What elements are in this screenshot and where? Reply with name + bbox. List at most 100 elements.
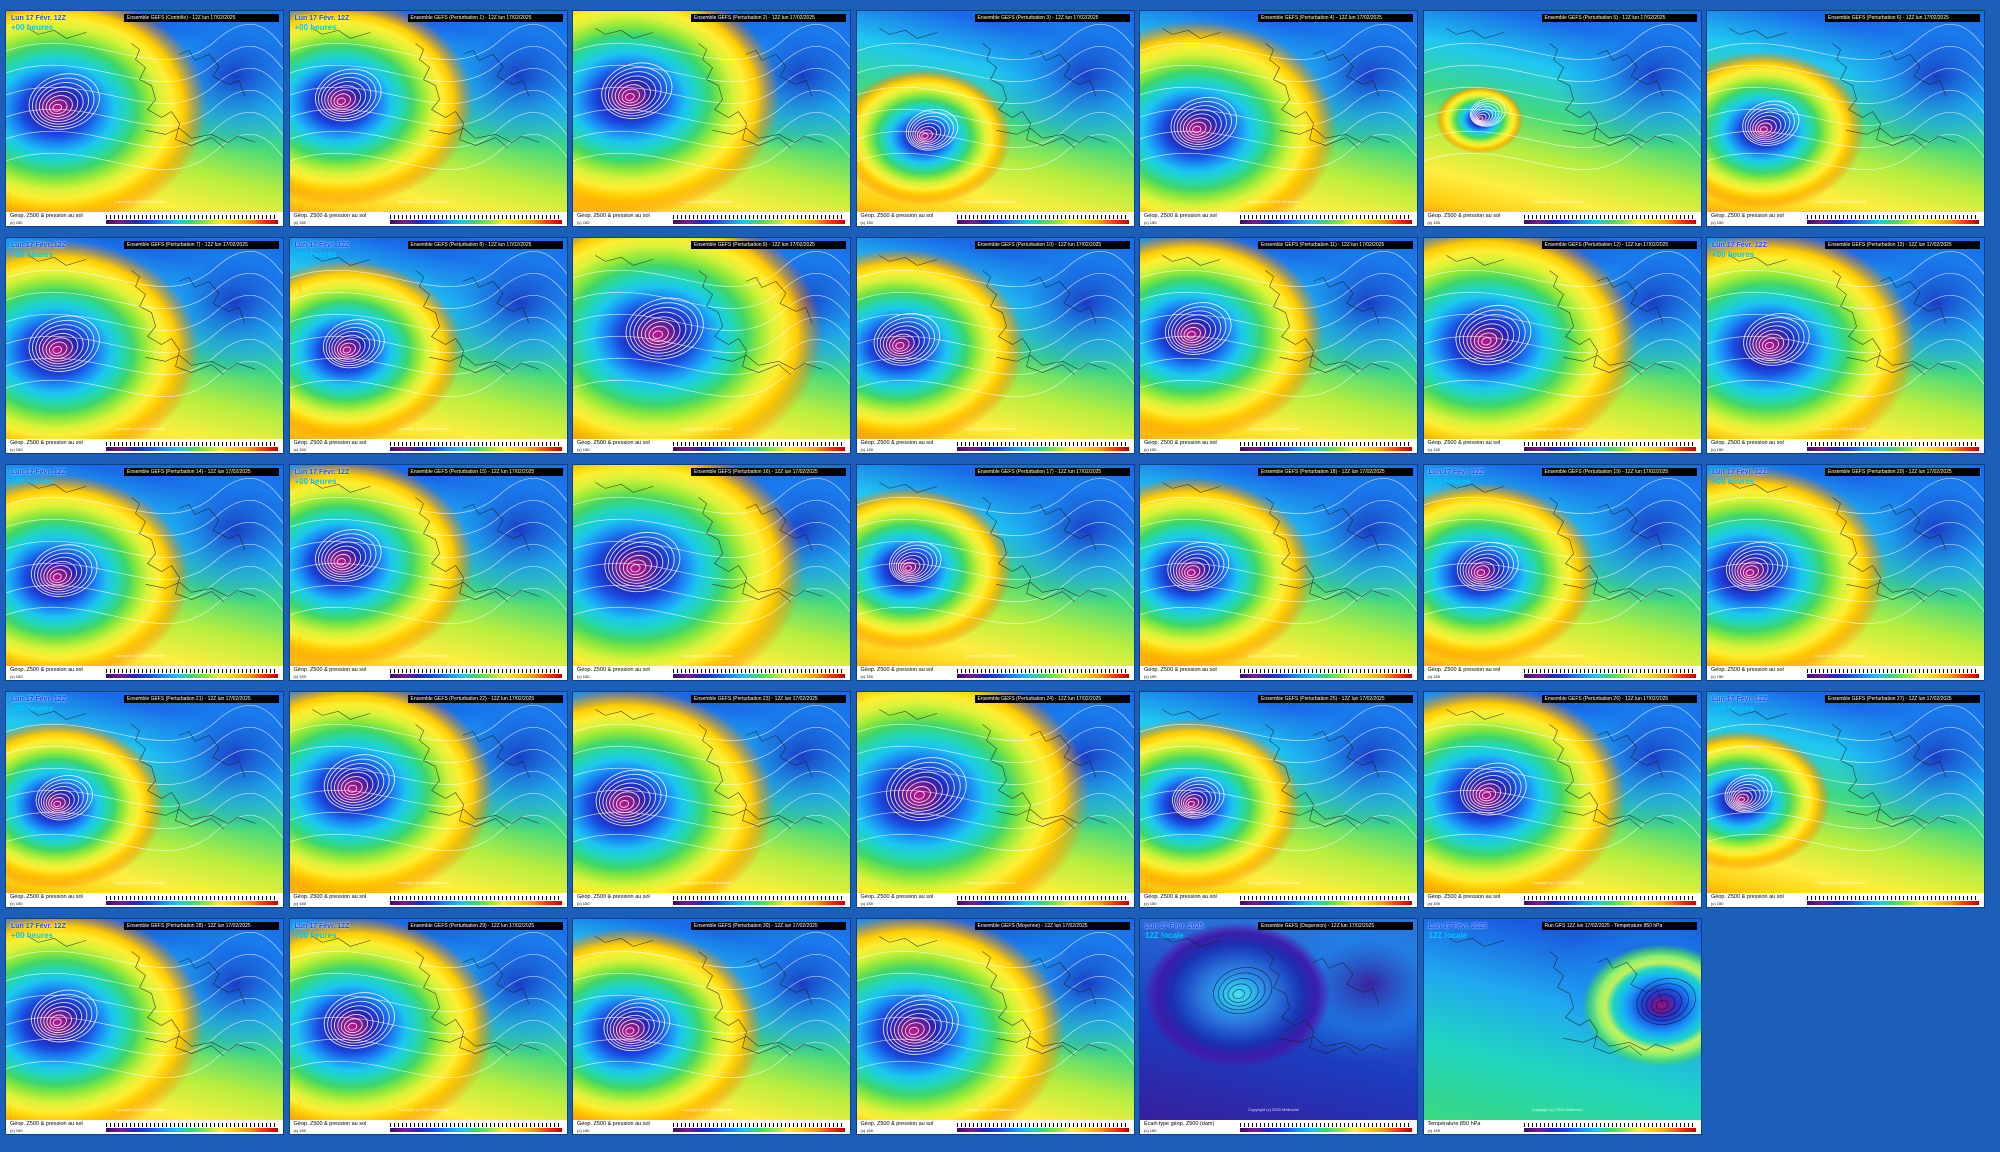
color-scale-bar bbox=[106, 220, 278, 224]
panel-lead-time: +00 heures bbox=[1428, 477, 1471, 486]
panel-header: Ensemble GEFS (Perturbation 14) - 12Z lu… bbox=[124, 468, 279, 476]
map-panel[interactable]: Ensemble GEFS (Perturbation 22) - 12Z lu… bbox=[288, 691, 568, 908]
map-panel[interactable]: Ensemble GEFS (Perturbation 30) - 12Z lu… bbox=[572, 918, 851, 1135]
isoline bbox=[889, 761, 961, 818]
map-panel[interactable]: Ensemble GEFS (Perturbation 2) - 12Z lun… bbox=[572, 10, 851, 227]
forecast-map bbox=[289, 465, 567, 680]
map-panel[interactable]: Ensemble GEFS (Contrôle) - 12Z lun 17/02… bbox=[5, 10, 284, 227]
isoline bbox=[333, 93, 351, 108]
isoline bbox=[882, 325, 925, 359]
map-panel[interactable]: Ensemble GEFS (Perturbation 3) - 12Z lun… bbox=[855, 10, 1135, 227]
map-panel[interactable]: Ensemble GEFS (Perturbation 27) - 12Z lu… bbox=[1706, 691, 1985, 908]
map-panel[interactable]: Ensemble GEFS (Perturbation 6) - 12Z lun… bbox=[1706, 10, 1985, 227]
isoline bbox=[894, 341, 904, 350]
map-panel[interactable]: Ensemble GEFS (Dispersion) - 12Z lun 17/… bbox=[1139, 918, 1418, 1135]
isoline bbox=[40, 782, 84, 817]
map-panel[interactable]: Ensemble GEFS (Perturbation 4) - 12Z lun… bbox=[1139, 10, 1418, 227]
color-scale-bar bbox=[673, 447, 845, 451]
isoline bbox=[885, 329, 920, 357]
map-panel[interactable]: Ensemble GEFS (Perturbation 23) - 12Z lu… bbox=[572, 691, 851, 908]
map-panel[interactable]: Ensemble GEFS (Perturbation 8) - 12Z lun… bbox=[288, 237, 568, 454]
geopotential-line bbox=[1707, 544, 1984, 580]
geopotential-line bbox=[573, 954, 850, 990]
geopotential-line bbox=[6, 478, 283, 514]
map-panel[interactable]: Ensemble GEFS (Perturbation 1) - 12Z lun… bbox=[288, 10, 568, 227]
map-panel[interactable]: Ensemble GEFS (Perturbation 28) - 12Z lu… bbox=[5, 918, 284, 1135]
geopotential-line bbox=[573, 500, 850, 536]
footer-unit: (c) 150 bbox=[293, 447, 306, 452]
footer-unit: (c) 150 bbox=[860, 220, 873, 225]
panel-header: Ensemble GEFS (Perturbation 25) - 12Z lu… bbox=[1258, 695, 1413, 703]
coastline bbox=[1162, 936, 1390, 1056]
map-panel[interactable]: Ensemble GEFS (Perturbation 21) - 12Z lu… bbox=[5, 691, 284, 908]
isoline bbox=[1459, 762, 1527, 816]
coastline bbox=[1445, 28, 1674, 148]
geopotential-line bbox=[1707, 317, 1984, 353]
footer-label: Géop. Z500 & pression au sol bbox=[1427, 894, 1501, 900]
geopotential-line bbox=[6, 295, 283, 331]
map-panel[interactable]: Ensemble GEFS (Perturbation 29) - 12Z lu… bbox=[288, 918, 568, 1135]
isoline bbox=[1746, 317, 1805, 364]
geopotential-line bbox=[289, 976, 567, 1012]
map-panel[interactable]: Ensemble GEFS (Perturbation 10) - 12Z lu… bbox=[855, 237, 1135, 454]
isoline bbox=[46, 565, 72, 586]
isoline bbox=[52, 346, 63, 354]
geopotential-line bbox=[6, 1020, 283, 1056]
footer-label: Géop. Z500 & pression au sol bbox=[293, 894, 367, 900]
forecast-map bbox=[1707, 692, 1984, 907]
map-panel[interactable]: Ensemble GEFS (Perturbation 18) - 12Z lu… bbox=[1139, 464, 1418, 681]
map-panel[interactable]: Ensemble GEFS (Perturbation 5) - 12Z lun… bbox=[1422, 10, 1702, 227]
coastline bbox=[311, 482, 540, 602]
geopotential-line bbox=[1423, 339, 1701, 375]
map-panel[interactable]: Ensemble GEFS (Perturbation 15) - 12Z lu… bbox=[288, 464, 568, 681]
panel-footer: Géop. Z500 & pression au sol (c) 150 bbox=[1140, 212, 1417, 226]
panel-lead-time: 12Z locale bbox=[1145, 931, 1184, 940]
geopotential-line bbox=[289, 771, 567, 807]
footer-unit: (c) 150 bbox=[1711, 901, 1724, 906]
map-panel[interactable]: Ensemble GEFS (Perturbation 17) - 12Z lu… bbox=[855, 464, 1135, 681]
geopotential-line bbox=[573, 522, 850, 558]
map-panel[interactable]: Run GFS 12Z lun 17/02/2025 - Température… bbox=[1422, 918, 1702, 1135]
map-panel[interactable]: Ensemble GEFS (Perturbation 11) - 12Z lu… bbox=[1139, 237, 1418, 454]
color-scale-bar bbox=[956, 220, 1129, 224]
map-panel[interactable]: Ensemble GEFS (Perturbation 24) - 12Z lu… bbox=[855, 691, 1135, 908]
map-panel[interactable]: Ensemble GEFS (Perturbation 25) - 12Z lu… bbox=[1139, 691, 1418, 908]
scale-ticks bbox=[1523, 1123, 1696, 1127]
isoline bbox=[326, 85, 361, 112]
isoline bbox=[619, 800, 630, 808]
isoline bbox=[913, 790, 925, 800]
isoline bbox=[1736, 793, 1749, 804]
panel-header: Ensemble GEFS (Perturbation 30) - 12Z lu… bbox=[691, 922, 846, 930]
low-pressure-shading bbox=[1707, 465, 1984, 680]
scale-ticks bbox=[1523, 669, 1696, 673]
map-panel[interactable]: Ensemble GEFS (Perturbation 19) - 12Z lu… bbox=[1422, 464, 1702, 681]
map-panel[interactable]: Ensemble GEFS (Moyenne) - 12Z lun 17/02/… bbox=[855, 918, 1135, 1135]
geopotential-line bbox=[289, 112, 567, 148]
geopotential-line bbox=[1423, 500, 1701, 536]
coastline bbox=[28, 255, 256, 375]
panel-footer: Géop. Z500 & pression au sol (c) 150 bbox=[1140, 439, 1417, 453]
isoline bbox=[1465, 770, 1516, 811]
geopotential-line bbox=[856, 273, 1134, 309]
map-panel[interactable]: Ensemble GEFS (Perturbation 14) - 12Z lu… bbox=[5, 464, 284, 681]
panel-footer: Écart-type géop. Z500 (dam) (c) 150 bbox=[1140, 1120, 1417, 1134]
geopotential-line bbox=[1423, 522, 1701, 558]
geopotential-line bbox=[1423, 588, 1701, 624]
footer-label: Géop. Z500 & pression au sol bbox=[1144, 894, 1217, 900]
map-panel[interactable]: Ensemble GEFS (Perturbation 16) - 12Z lu… bbox=[572, 464, 851, 681]
geopotential-line bbox=[573, 478, 850, 514]
map-panel[interactable]: Ensemble GEFS (Perturbation 9) - 12Z lun… bbox=[572, 237, 851, 454]
map-panel[interactable]: Ensemble GEFS (Perturbation 20) - 12Z lu… bbox=[1706, 464, 1985, 681]
color-scale-bar bbox=[106, 674, 278, 678]
map-panel[interactable]: Ensemble GEFS (Perturbation 26) - 12Z lu… bbox=[1422, 691, 1702, 908]
isoline bbox=[43, 786, 80, 815]
geopotential-line bbox=[1423, 112, 1701, 148]
color-scale-bar bbox=[389, 674, 562, 678]
forecast-map bbox=[1707, 465, 1984, 680]
scale-ticks bbox=[673, 215, 845, 219]
coastline bbox=[878, 482, 1107, 602]
isoline bbox=[602, 778, 657, 821]
map-panel[interactable]: Ensemble GEFS (Perturbation 12) - 12Z lu… bbox=[1422, 237, 1702, 454]
map-panel[interactable]: Ensemble GEFS (Perturbation 13) - 12Z lu… bbox=[1706, 237, 1985, 454]
map-panel[interactable]: Ensemble GEFS (Perturbation 7) - 12Z lun… bbox=[5, 237, 284, 454]
